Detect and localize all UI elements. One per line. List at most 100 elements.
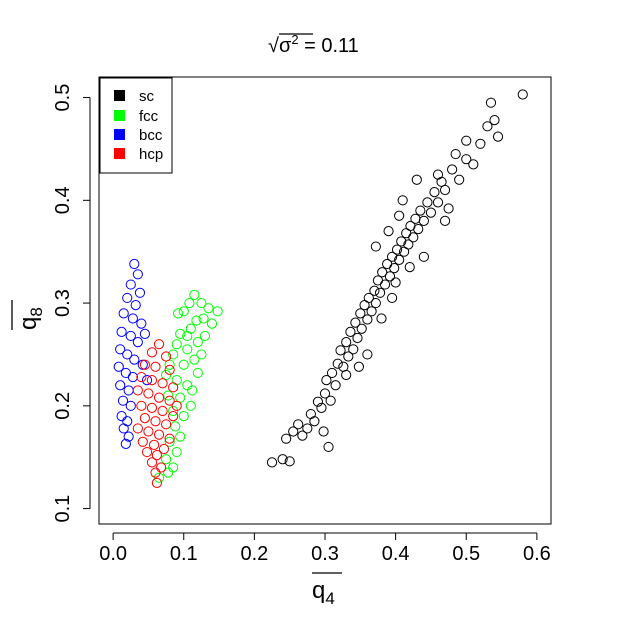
data-point-sc [485, 97, 497, 108]
data-point-fcc [182, 330, 193, 342]
data-point-sc [284, 456, 295, 467]
data-point-fcc [178, 359, 189, 370]
data-point-sc [323, 441, 334, 453]
data-point-bcc [132, 269, 143, 280]
data-point-sc [370, 297, 381, 309]
legend: sc fcc bcc hcp [99, 77, 173, 174]
data-point-bcc [139, 328, 151, 339]
data-point-hcp [146, 375, 158, 386]
x-tick-label: 0.0 [99, 543, 127, 565]
data-point-sc [492, 131, 504, 142]
data-point-hcp [160, 351, 172, 362]
data-point-hcp [156, 462, 167, 473]
data-point-sc [316, 402, 327, 413]
data-point-sc [366, 306, 377, 317]
data-point-fcc [184, 297, 195, 309]
data-point-fcc [160, 454, 172, 465]
data-point-fcc [212, 306, 223, 317]
x-tick-label: 0.4 [382, 543, 410, 565]
data-point-sc [363, 292, 374, 304]
data-point-bcc [122, 292, 133, 304]
data-point-hcp [141, 446, 153, 458]
data-point-sc [404, 262, 415, 273]
data-point-bcc [132, 337, 143, 348]
data-point-sc [330, 380, 341, 391]
data-point-fcc [191, 315, 202, 326]
data-point-sc [377, 267, 388, 278]
plot-frame [98, 76, 552, 525]
data-point-sc [429, 186, 440, 198]
data-point-fcc [175, 431, 186, 442]
data-point-sc [318, 426, 329, 437]
data-point-sc [369, 285, 380, 296]
data-point-fcc [182, 344, 193, 355]
data-point-fcc [198, 313, 209, 324]
x-axis-title-base: q [312, 577, 325, 604]
data-point-fcc [173, 308, 184, 319]
title-suffix: = 0.11 [299, 35, 359, 57]
data-point-sc [348, 344, 359, 355]
data-point-sc [376, 313, 387, 324]
chart-title: √σ2 = 0.11 [268, 32, 359, 57]
data-point-fcc [153, 472, 165, 483]
title-base: σ [279, 35, 292, 57]
points-layer [113, 89, 528, 488]
data-point-fcc [168, 405, 179, 417]
data-point-hcp [168, 411, 179, 422]
data-point-hcp [136, 371, 147, 383]
data-point-sc [293, 419, 304, 430]
data-point-sc [394, 210, 405, 221]
data-point-hcp [153, 429, 165, 440]
data-point-sc [384, 271, 396, 282]
data-point-fcc [196, 297, 207, 309]
data-point-sc [396, 236, 407, 247]
data-point-sc [408, 232, 419, 243]
data-point-hcp [136, 400, 147, 411]
legend-swatch-sc [114, 90, 125, 101]
data-point-hcp [132, 385, 143, 396]
data-point-sc [297, 430, 308, 441]
y-axis-title-subscript: 8 [27, 307, 46, 316]
data-point-sc [475, 138, 486, 149]
data-point-bcc [125, 279, 136, 290]
y-tick-label: 0.1 [52, 495, 74, 523]
legend-swatch-bcc [114, 129, 125, 140]
x-tick-label: 0.5 [452, 543, 480, 565]
data-point-bcc [115, 344, 126, 355]
data-point-hcp [151, 477, 163, 488]
y-tick-label: 0.4 [52, 186, 74, 214]
data-point-sc [482, 121, 493, 132]
data-point-sc [343, 351, 354, 362]
data-point-hcp [143, 388, 154, 399]
y-axis-title-base: q [15, 317, 42, 330]
y-tick-label: 0.3 [52, 289, 74, 317]
data-point-sc [350, 317, 361, 328]
data-point-bcc [122, 349, 133, 360]
data-point-sc [439, 184, 451, 196]
data-point-sc [454, 174, 465, 185]
legend-label-sc: sc [139, 88, 155, 105]
data-point-fcc [192, 367, 203, 379]
y-axis-title: q8 [15, 307, 46, 330]
data-point-sc [413, 223, 424, 235]
x-axis-title-subscript: 4 [325, 589, 334, 608]
data-point-hcp [137, 436, 148, 447]
data-point-sc [450, 148, 461, 160]
data-point-sc [277, 454, 288, 465]
data-point-sc [391, 244, 403, 255]
data-point-sc [418, 215, 429, 226]
legend-swatch-fcc [114, 110, 125, 121]
data-point-fcc [178, 411, 189, 422]
data-point-fcc [199, 330, 211, 342]
title-radical: √ [268, 35, 279, 57]
x-tick-label: 0.6 [523, 543, 551, 565]
data-point-sc [411, 174, 422, 185]
data-point-bcc [127, 371, 138, 383]
data-point-hcp [146, 347, 158, 358]
data-point-fcc [168, 349, 179, 360]
data-point-bcc [136, 318, 147, 329]
data-point-bcc [120, 438, 131, 449]
data-point-sc [302, 423, 313, 434]
data-point-bcc [130, 300, 141, 311]
